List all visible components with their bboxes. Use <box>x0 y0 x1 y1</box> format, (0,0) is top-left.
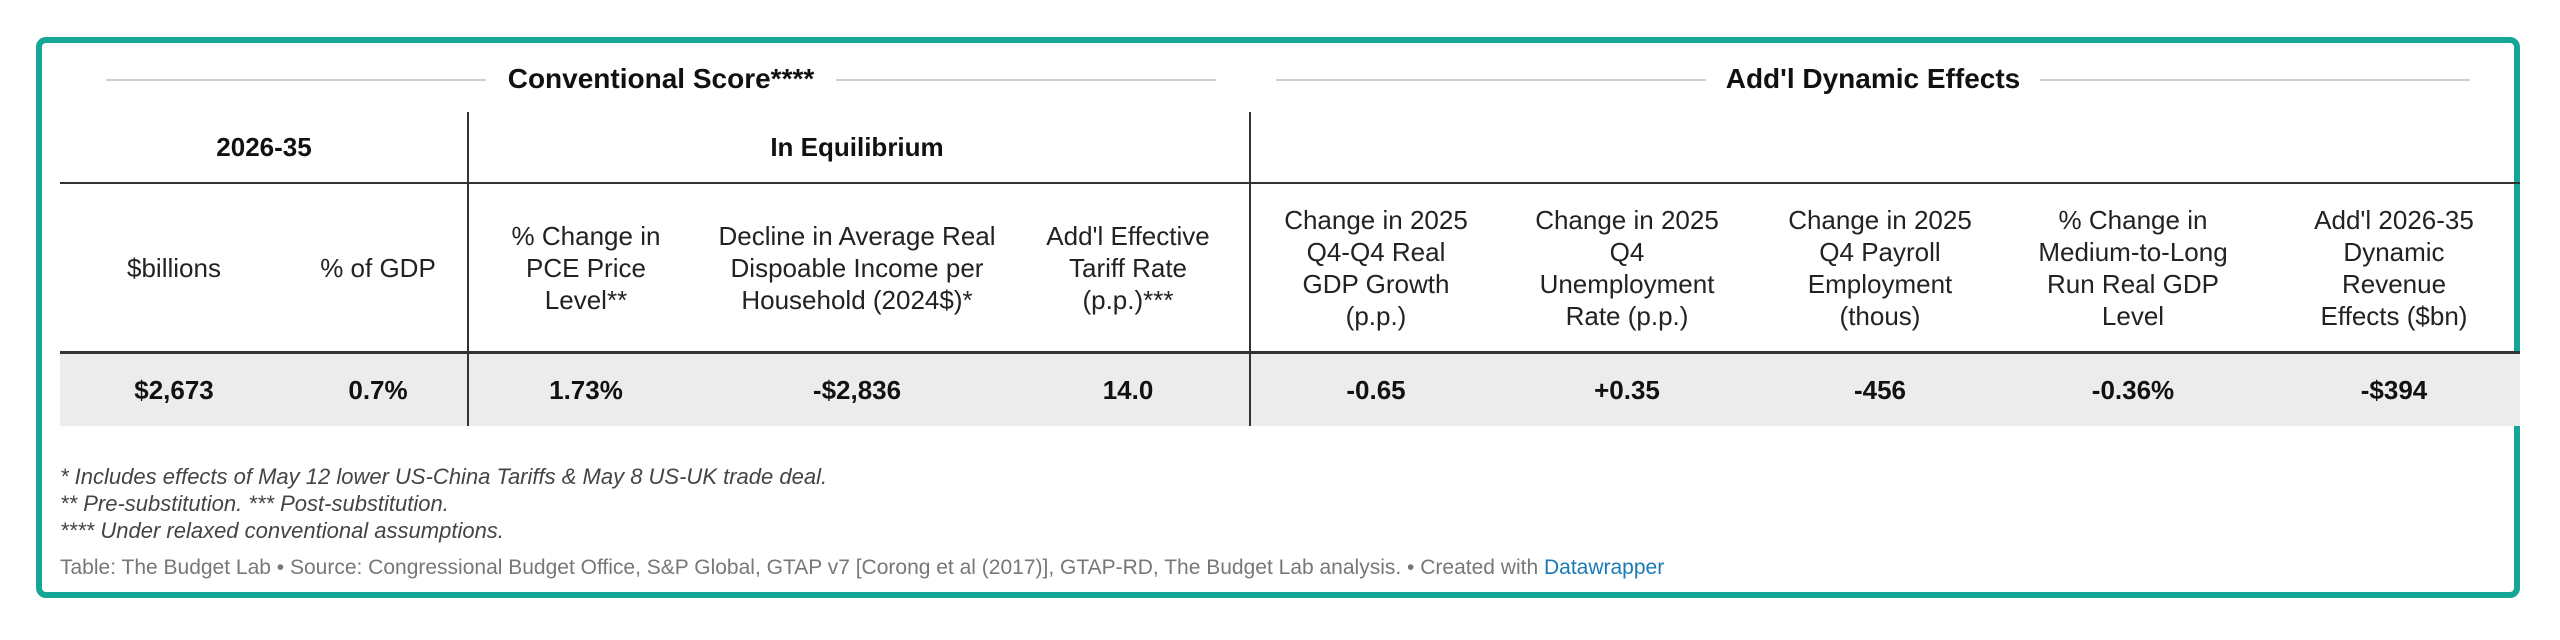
col-header-billions: $billions <box>127 253 221 283</box>
group-rule-left-2 <box>836 79 1216 81</box>
value-gdp-growth: -0.65 <box>1346 374 1406 405</box>
group-rule-right-2 <box>2040 79 2470 81</box>
note-line-1: * Includes effects of May 12 lower US-Ch… <box>60 464 828 489</box>
header-bottom-rule <box>60 351 2520 354</box>
col-header-pce: % Change in PCE Price Level** <box>511 221 661 315</box>
value-unemployment: +0.35 <box>1594 374 1660 405</box>
col-header-unemployment: Change in 2025 Q4 Unemployment Rate (p.p… <box>1535 205 1719 331</box>
table-frame <box>36 37 2520 598</box>
col-header-payroll: Change in 2025 Q4 Payroll Employment (th… <box>1788 205 1972 331</box>
subheader-equilibrium: In Equilibrium <box>770 131 944 162</box>
column-separator-1 <box>467 112 469 426</box>
subheader-period: 2026-35 <box>216 131 312 162</box>
value-pce: 1.73% <box>549 374 623 405</box>
group-title-conventional: Conventional Score**** <box>493 63 829 95</box>
source-footer: Table: The Budget Lab • Source: Congress… <box>60 556 1664 580</box>
col-header-gdp-growth: Change in 2025 Q4-Q4 Real GDP Growth (p.… <box>1284 205 1468 331</box>
value-dynamic-revenue: -$394 <box>2360 374 2428 405</box>
group-rule-left <box>106 79 486 81</box>
group-title-dynamic: Add'l Dynamic Effects <box>1711 63 2035 95</box>
value-pct-gdp: 0.7% <box>348 374 408 405</box>
value-tariff-rate: 14.0 <box>1102 374 1154 405</box>
col-header-dynamic-revenue: Add'l 2026-35 Dynamic Revenue Effects ($… <box>2314 205 2474 331</box>
group-rule-right <box>1276 79 1706 81</box>
value-payroll: -456 <box>1853 374 1907 405</box>
col-header-income-decline: Decline in Average Real Dispoable Income… <box>718 221 996 315</box>
column-separator-2 <box>1249 112 1251 426</box>
col-header-pct-gdp: % of GDP <box>320 253 436 283</box>
value-income-decline: -$2,836 <box>812 374 902 405</box>
col-header-tariff-rate: Add'l Effective Tariff Rate (p.p.)*** <box>1046 221 1210 315</box>
group-header-conventional: Conventional Score**** <box>106 62 1216 96</box>
group-header-dynamic: Add'l Dynamic Effects <box>1276 62 2470 96</box>
header-divider <box>60 182 2520 184</box>
source-text: Table: The Budget Lab • Source: Congress… <box>60 556 1544 579</box>
col-header-long-run-gdp: % Change in Medium-to-Long Run Real GDP … <box>2038 205 2228 331</box>
table-row <box>60 354 2520 426</box>
value-long-run-gdp: -0.36% <box>2091 374 2175 405</box>
note-line-3: **** Under relaxed conventional assumpti… <box>60 518 504 543</box>
note-line-2: ** Pre-substitution. *** Post-substituti… <box>60 491 449 516</box>
datawrapper-link[interactable]: Datawrapper <box>1543 556 1665 579</box>
value-billions: $2,673 <box>134 374 214 405</box>
